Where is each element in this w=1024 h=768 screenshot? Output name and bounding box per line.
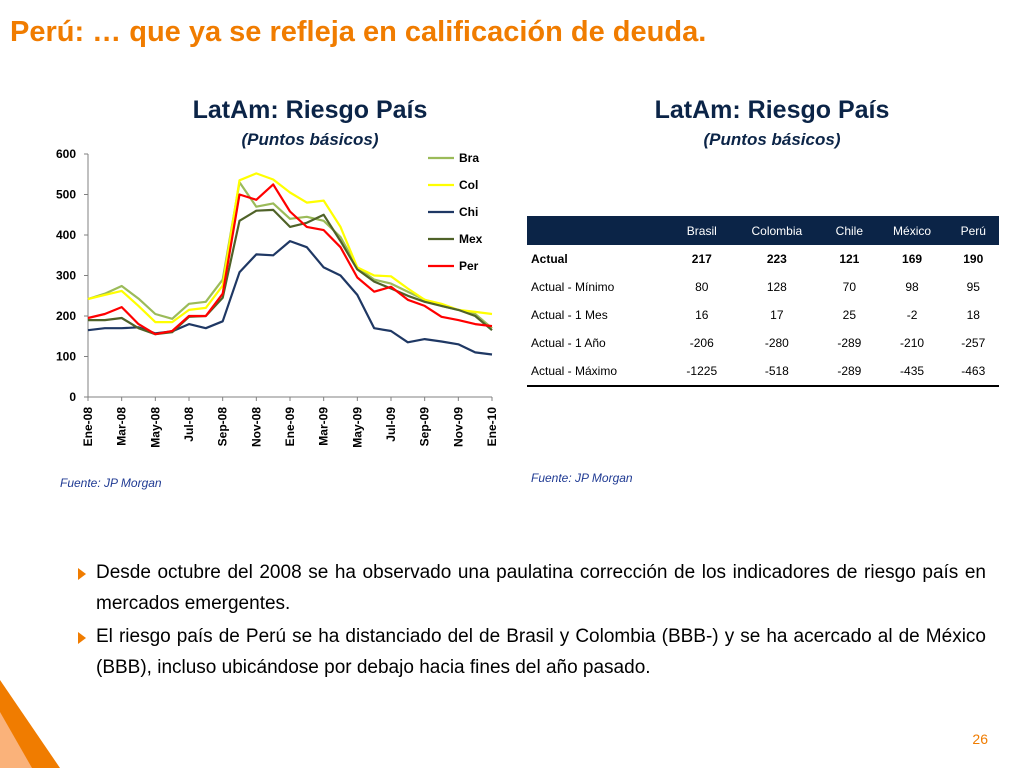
page-number: 26	[972, 731, 988, 747]
x-tick-label: May-08	[148, 407, 162, 448]
row-label: Actual - Mínimo	[531, 280, 615, 294]
triangle-bullet-icon	[78, 568, 86, 580]
table-cell: -2	[906, 308, 918, 322]
table-cell: -1225	[671, 357, 732, 387]
y-tick-label: 100	[56, 350, 76, 364]
table-cell: 70	[842, 280, 857, 294]
table-cell: -289	[822, 357, 877, 387]
table-cell: 98	[905, 280, 919, 294]
bullet-text: Desde octubre del 2008 se ha observado u…	[96, 562, 986, 614]
table-cell: 223	[766, 252, 787, 266]
row-label: Actual - 1 Año	[531, 336, 606, 350]
series-line-bra	[87, 181, 493, 330]
table-header-cell	[527, 216, 672, 245]
y-tick-label: 600	[56, 147, 76, 161]
x-tick-label: May-09	[350, 407, 364, 448]
x-tick-label: Mar-08	[115, 407, 129, 446]
slide-title: Perú: … que ya se refleja en calificació…	[10, 16, 707, 48]
x-tick-label: Sep-08	[216, 407, 230, 447]
table-cell: -257	[961, 336, 986, 350]
triangle-bullet-icon	[78, 632, 86, 644]
table-cell: -206	[689, 336, 714, 350]
series-line-per	[87, 183, 493, 336]
bullet-text: El riesgo país de Perú se ha distanciado…	[96, 626, 986, 678]
y-tick-label: 0	[69, 390, 76, 404]
table-cell: -518	[731, 357, 823, 387]
row-label: Actual	[531, 252, 568, 266]
series-line-col	[87, 172, 493, 324]
x-tick-label: Jul-09	[384, 407, 398, 442]
risk-table: Brasil Colombia Chile México Perú Actual…	[527, 216, 999, 387]
row-label: Actual - 1 Mes	[531, 308, 608, 322]
legend-label: Mex	[459, 232, 483, 246]
x-tick-label: Sep-09	[418, 407, 432, 447]
table-cell: -210	[900, 336, 925, 350]
table-header-cell: México	[876, 216, 948, 245]
x-tick-label: Mar-09	[317, 407, 331, 446]
x-tick-label: Nov-08	[249, 407, 263, 447]
table-cell: 121	[839, 252, 860, 266]
left-chart-source: Fuente: JP Morgan	[60, 476, 162, 490]
y-tick-label: 500	[56, 188, 76, 202]
table-cell: 95	[966, 280, 980, 294]
x-tick-label: Ene-09	[283, 407, 297, 447]
table-row: Actual - Máximo -1225 -518 -289 -435 -46…	[527, 357, 999, 387]
right-panel-source: Fuente: JP Morgan	[531, 471, 633, 485]
x-tick-label: Jul-08	[182, 407, 196, 442]
table-cell: 217	[691, 252, 712, 266]
table-row: Actual - 1 Año -206 -280 -289 -210 -257	[527, 329, 999, 357]
table-cell: 16	[695, 308, 709, 322]
risk-line-chart: 0 100 200 300 400 500 600 Ene-08 Mar-08 May-08 Jul…	[56, 147, 499, 448]
table-row: Actual - Mínimo 80 128 70 98 95	[527, 273, 999, 301]
legend-label: Bra	[459, 151, 479, 165]
x-tick-label: Ene-10	[485, 407, 499, 447]
row-label: Actual - Máximo	[527, 357, 672, 387]
y-tick-label: 300	[56, 269, 76, 283]
table-row: Actual 217 223 121 169 190	[527, 245, 999, 273]
table-header-cell: Brasil	[671, 216, 732, 245]
table-row: Actual - 1 Mes 16 17 25 -2 18	[527, 301, 999, 329]
right-panel-subtitle: (Puntos básicos)	[703, 130, 841, 149]
x-tick-label: Ene-08	[81, 407, 95, 447]
table-cell: -280	[764, 336, 789, 350]
series-line-chi	[87, 239, 493, 356]
table-cell: -435	[876, 357, 948, 387]
legend-label: Col	[459, 178, 478, 192]
legend-label: Per	[459, 259, 479, 273]
table-cell: 18	[966, 308, 980, 322]
table-cell: 128	[766, 280, 787, 294]
table-cell: 169	[902, 252, 923, 266]
y-tick-label: 400	[56, 228, 76, 242]
table-header-cell: Colombia	[731, 216, 823, 245]
bullet-list: Desde octubre del 2008 se ha observado u…	[78, 557, 986, 683]
table-cell: -463	[947, 357, 999, 387]
left-chart-subtitle: (Puntos básicos)	[241, 130, 379, 149]
table-cell: 80	[695, 280, 709, 294]
legend-label: Chi	[459, 205, 478, 219]
right-panel-title: LatAm: Riesgo País	[654, 96, 890, 124]
left-chart-title: LatAm: Riesgo País	[192, 96, 428, 124]
table-cell: -289	[837, 336, 862, 350]
corner-decoration	[0, 680, 60, 768]
table-header-cell: Chile	[822, 216, 877, 245]
y-tick-label: 200	[56, 309, 76, 323]
table-cell: 25	[842, 308, 857, 322]
bullet-item: El riesgo país de Perú se ha distanciado…	[78, 621, 986, 683]
table-cell: 17	[770, 308, 784, 322]
table-header-cell: Perú	[947, 216, 999, 245]
table-cell: 190	[963, 252, 984, 266]
x-tick-label: Nov-09	[451, 407, 465, 447]
bullet-item: Desde octubre del 2008 se ha observado u…	[78, 557, 986, 619]
table-header-row: Brasil Colombia Chile México Perú	[527, 216, 999, 245]
